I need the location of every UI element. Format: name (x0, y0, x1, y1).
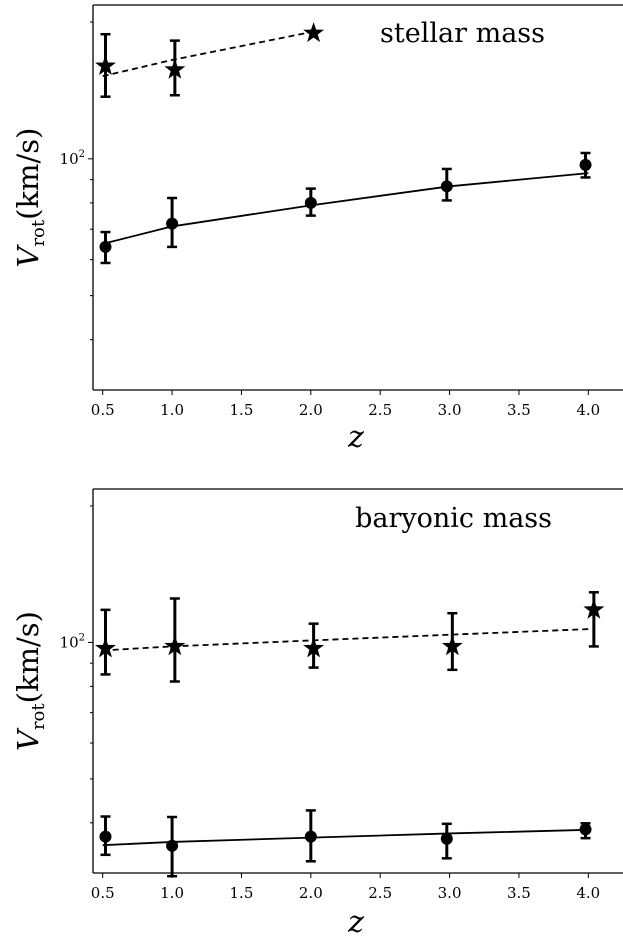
x-tick-label: 1.5 (230, 401, 254, 419)
circle-marker (99, 240, 112, 253)
circle-marker (440, 832, 453, 845)
x-tick-label: 1.0 (160, 401, 184, 419)
x-tick-label: 4.0 (576, 884, 600, 902)
series-line-dashed (102, 31, 312, 78)
circle-marker (579, 158, 592, 171)
x-axis-label: z (347, 905, 364, 938)
circle-marker (99, 830, 112, 843)
x-tick-label: 3.5 (507, 884, 531, 902)
star-marker (583, 598, 605, 619)
x-tick-label: 3.0 (438, 401, 462, 419)
series-1-star (95, 591, 605, 683)
panel-annotation: stellar mass (380, 18, 545, 49)
y-tick-label: 102 (60, 632, 85, 651)
x-axis-label: z (347, 420, 364, 455)
y-axis-label: Vrot(km/s) (11, 611, 49, 751)
circle-marker (166, 839, 179, 852)
x-tick-label: 2.0 (299, 401, 323, 419)
star-marker (164, 635, 186, 656)
x-tick-label: 3.5 (507, 401, 531, 419)
y-tick-label: 102 (60, 149, 85, 168)
star-marker (303, 22, 325, 43)
chart-panel-1: 0.5 1.0 1.5 2.0 2.5 3.0 3.5 4.0 102 stellar mass z… (11, 4, 623, 455)
series-line-solid (102, 172, 589, 245)
series-line-dashed (102, 628, 589, 652)
star-marker (303, 637, 325, 658)
x-tick-label: 2.5 (368, 884, 392, 902)
circle-marker (440, 180, 453, 193)
star-marker (441, 635, 463, 656)
panel-annotation: baryonic mass (355, 503, 552, 534)
series-2-circle (99, 151, 592, 265)
star-marker (95, 55, 116, 75)
circle-marker (166, 217, 179, 230)
star-marker (164, 58, 186, 79)
series-2-circle (99, 809, 592, 878)
x-tick-label: 4.0 (576, 401, 600, 419)
x-tick-label: 0.5 (91, 401, 115, 419)
x-tick-label: 2.5 (368, 401, 392, 419)
x-tick-label: 0.5 (91, 884, 115, 902)
star-marker (95, 637, 116, 658)
circle-marker (304, 196, 317, 209)
x-tick-label: 3.0 (438, 884, 462, 902)
y-axis-label: Vrot(km/s) (11, 128, 49, 268)
x-tick-label: 1.5 (230, 884, 254, 902)
circle-marker (304, 830, 317, 843)
circle-marker (579, 823, 592, 836)
x-tick-label: 2.0 (299, 884, 323, 902)
x-tick-label: 1.0 (160, 884, 184, 902)
series-1-star (95, 22, 325, 98)
chart-panel-2: 0.5 1.0 1.5 2.0 2.5 3.0 3.5 4.0 102 baryonic mass… (11, 488, 623, 938)
